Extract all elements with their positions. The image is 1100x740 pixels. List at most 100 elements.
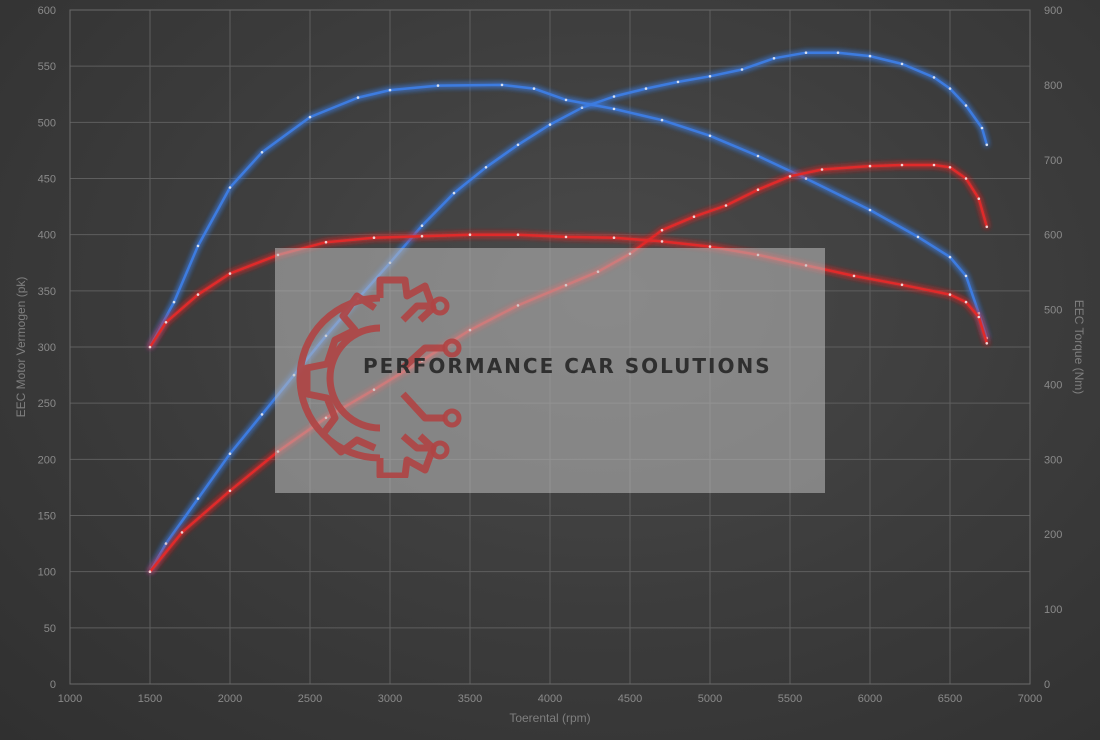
series-1-point [708,75,712,78]
y-right-tick-label: 400 [1044,379,1062,391]
series-2-point [172,300,176,304]
x-tick-label: 7000 [1018,693,1042,705]
series-1-point [196,497,200,500]
series-4-point [708,245,712,248]
series-4-point [372,236,376,239]
series-2-point [868,208,872,212]
series-4-point [985,342,989,345]
series-4-point [948,293,952,296]
series-2-point [804,177,808,180]
series-2-point [388,88,392,92]
axis-layer: 1000 1500 2000 2500 3000 3500 4000 4500 5000 5500… [38,5,1063,705]
series-3-point [868,164,872,168]
series-3-point [985,225,989,229]
x-tick-label: 1000 [58,693,82,705]
y-left-tick-label: 350 [38,286,56,298]
series-1-point [676,80,680,84]
y-right-tick-label: 0 [1044,679,1050,691]
series-3-point [948,166,952,169]
series-1-point [516,143,520,147]
series-1-point [932,76,936,79]
x-tick-label: 3000 [378,693,402,705]
y-left-tick-label: 150 [38,511,56,523]
series-2-point [308,115,312,119]
series-4-point [324,240,328,244]
series-2-point [964,274,968,278]
watermark-box: PERFORMANCE CAR SOLUTIONS [275,248,825,493]
series-1-point [644,87,648,90]
y-left-tick-label: 600 [38,5,56,17]
y-left-tick-label: 100 [38,567,56,579]
series-3-point [724,204,728,207]
series-3-point [900,163,904,167]
series-2-point [228,186,232,189]
x-tick-label: 3500 [458,693,482,705]
series-4-point [228,272,232,275]
series-1-point [772,57,776,60]
series-1-point [980,126,984,130]
series-1-point [900,62,904,66]
y-right-tick-label: 800 [1044,80,1062,92]
series-1-point [985,143,989,147]
series-2-point [948,255,952,259]
y-right-tick-label: 600 [1044,230,1062,242]
series-3-point [964,177,968,180]
x-tick-label: 4000 [538,693,562,705]
series-1-point [740,68,744,71]
x-tick-label: 4500 [618,693,642,705]
y-right-tick-label: 300 [1044,454,1062,466]
series-1-point [452,191,456,195]
y-left-tick-label: 550 [38,61,56,73]
y-left-tick-label: 500 [38,117,56,129]
series-4-point [468,233,472,236]
y-left-tick-label: 50 [44,623,56,635]
series-3-point [820,168,824,171]
series-1-point [420,224,424,227]
gear-circuit-logo-icon [296,276,462,478]
series-1-point [612,95,616,98]
y-left-tick-label: 250 [38,398,56,410]
series-3-point [228,489,232,493]
series-4-point [516,233,520,236]
series-2-point [708,134,712,138]
series-2-point [612,107,616,111]
y-left-tick-label: 450 [38,174,56,186]
series-2-point [356,96,360,99]
series-3-point [788,175,792,178]
series-1-point [868,54,872,58]
y-right-tick-label: 900 [1044,5,1062,17]
watermark-text: PERFORMANCE CAR SOLUTIONS [363,354,772,378]
series-3-point [660,228,664,232]
series-3-point [692,215,696,218]
series-4-point [196,293,200,296]
series-2-point [500,83,504,87]
series-4-point [964,300,968,304]
series-2-point [660,118,664,122]
y-left-tick-label: 400 [38,230,56,242]
series-4-point [420,234,424,238]
x-tick-label: 1500 [138,693,162,705]
series-3-point [756,188,760,191]
series-1-point [948,87,952,90]
series-4-point [977,315,981,319]
x-tick-label: 5500 [778,693,802,705]
series-4-point [564,235,568,239]
y-axis-left-title: EEC Motor Vermogen (pk) [14,277,28,418]
series-4-point [852,274,856,278]
series-4-point [660,240,664,243]
series-1-point [836,51,840,54]
x-tick-label: 2500 [298,693,322,705]
x-axis-title: Toerental (rpm) [509,711,590,725]
series-1-point [260,413,264,416]
plot-frame [69,9,1031,685]
series-1-point [228,452,232,456]
series-3-point [180,531,184,534]
y-right-tick-label: 700 [1044,155,1062,167]
x-tick-label: 2000 [218,693,242,705]
series-1-point [964,104,968,107]
series-1-point [484,166,488,169]
y-left-tick-label: 300 [38,342,56,354]
y-left-tick-label: 200 [38,454,56,466]
series-2-point [756,154,760,158]
